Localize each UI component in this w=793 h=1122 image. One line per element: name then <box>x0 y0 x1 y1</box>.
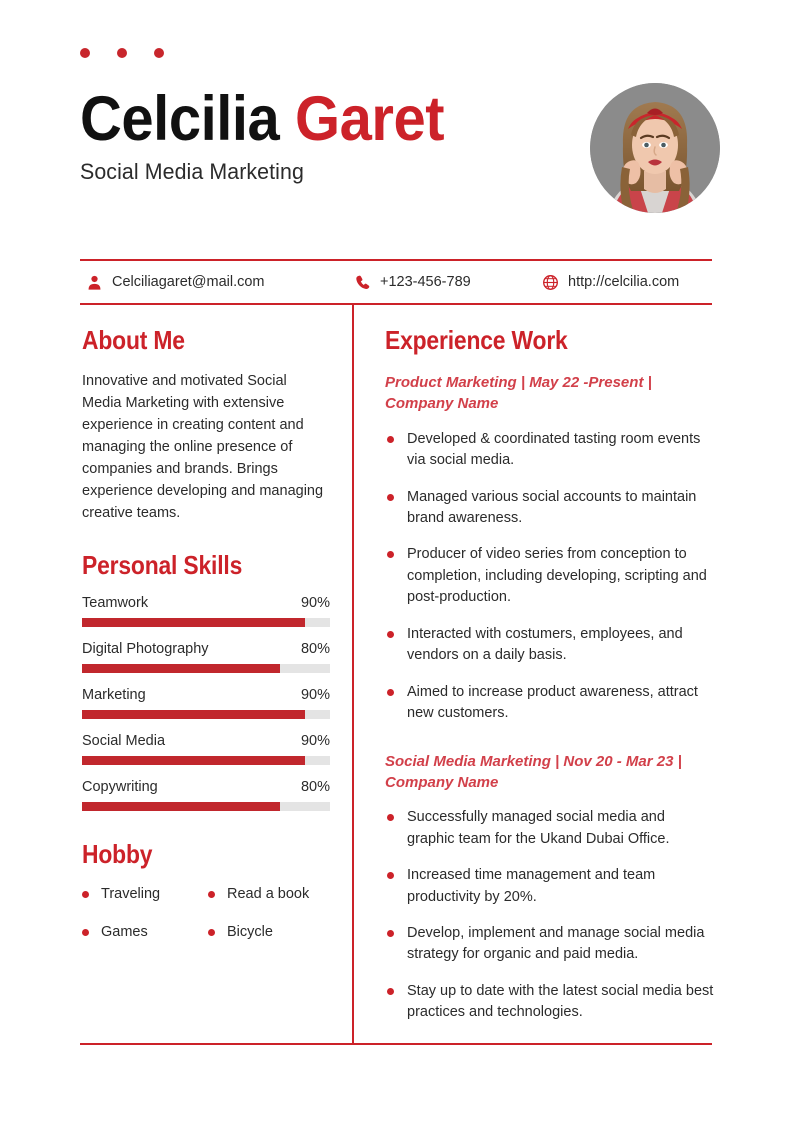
skill-percent: 90% <box>300 733 330 750</box>
hobby-label: Games <box>101 924 148 941</box>
job-bullet-list: Successfully managed social media and gr… <box>385 807 715 1024</box>
hobby-item: Bicycle <box>208 924 330 940</box>
dot-icon <box>117 48 127 58</box>
skill-item: Copywriting 80% <box>82 779 330 812</box>
hobby-label: Traveling <box>101 886 161 903</box>
last-name: Garet <box>294 84 445 154</box>
job-role: Social Media Marketing <box>80 159 304 184</box>
hobby-section: Hobby Traveling Read a book Games Bicycl… <box>82 839 330 940</box>
skill-item: Marketing 90% <box>82 687 330 720</box>
job-bullet: Developed & coordinated tasting room eve… <box>385 429 715 472</box>
skill-track <box>82 710 330 720</box>
contact-website-text: http://celcilia.com <box>568 274 680 290</box>
experience-job: Product Marketing | May 22 -Present | Co… <box>385 372 715 725</box>
about-me-title: About Me <box>82 325 185 355</box>
header: Celcilia Garet Social Media Marketing <box>80 83 720 223</box>
contact-email-text: Celciliagaret@mail.com <box>112 274 265 290</box>
full-name: Celcilia Garet <box>80 88 445 151</box>
job-bullet: Stay up to date with the latest social m… <box>385 981 715 1024</box>
first-name: Celcilia <box>80 84 280 154</box>
skill-label: Digital Photography <box>82 641 209 658</box>
skill-fill <box>82 756 306 766</box>
dot-icon <box>80 48 90 58</box>
contact-website[interactable]: http://celcilia.com <box>542 274 679 291</box>
decorative-dots <box>80 48 164 58</box>
contact-email[interactable]: Celciliagaret@mail.com <box>86 274 354 291</box>
avatar <box>590 83 720 213</box>
personal-skills-section: Personal Skills Teamwork 90% Digital Pho… <box>82 550 330 812</box>
hobby-label: Bicycle <box>227 924 273 941</box>
hobby-item: Traveling <box>82 886 208 902</box>
job-bullet: Increased time management and team produ… <box>385 865 715 908</box>
skill-track <box>82 664 330 674</box>
experience-work-title: Experience Work <box>385 325 568 355</box>
bullet-dot-icon <box>208 928 215 936</box>
personal-skills-title: Personal Skills <box>82 550 243 581</box>
skill-label: Social Media <box>82 733 166 750</box>
job-bullet: Aimed to increase product awareness, att… <box>385 682 715 725</box>
contact-phone[interactable]: +123-456-789 <box>354 274 542 291</box>
skill-label: Teamwork <box>82 595 149 612</box>
skill-track <box>82 802 330 812</box>
job-bullet: Successfully managed social media and gr… <box>385 807 715 850</box>
bullet-dot-icon <box>208 890 215 898</box>
skill-item: Digital Photography 80% <box>82 641 330 674</box>
skill-percent: 90% <box>300 687 330 704</box>
job-bullet: Develop, implement and manage social med… <box>385 923 715 966</box>
skill-track <box>82 618 330 628</box>
about-me-text: Innovative and motivated Social Media Ma… <box>82 373 324 522</box>
hobby-label: Read a book <box>227 886 310 903</box>
job-bullet: Producer of video series from conception… <box>385 544 715 608</box>
job-bullet: Managed various social accounts to maint… <box>385 487 715 530</box>
skill-fill <box>82 664 281 674</box>
skill-percent: 90% <box>300 595 330 612</box>
skill-percent: 80% <box>300 779 330 796</box>
dot-icon <box>154 48 164 58</box>
contact-phone-text: +123-456-789 <box>380 274 471 290</box>
job-bullet-list: Developed & coordinated tasting room eve… <box>385 429 715 725</box>
skill-percent: 80% <box>300 641 330 658</box>
job-heading: Product Marketing | May 22 -Present | Co… <box>385 374 652 413</box>
person-icon <box>88 275 101 290</box>
skill-item: Teamwork 90% <box>82 595 330 628</box>
right-column: Experience Work Product Marketing | May … <box>385 325 715 1024</box>
skill-fill <box>82 710 306 720</box>
hobby-item: Read a book <box>208 886 330 902</box>
bullet-dot-icon <box>82 890 89 898</box>
job-bullet: Interacted with costumers, employees, an… <box>385 624 715 667</box>
job-heading: Social Media Marketing | Nov 20 - Mar 23… <box>385 752 682 791</box>
portrait-photo-icon <box>590 83 720 213</box>
bullet-dot-icon <box>82 928 89 936</box>
left-column: About Me Innovative and motivated Social… <box>82 325 330 940</box>
hobby-list: Traveling Read a book Games Bicycle <box>82 886 330 940</box>
phone-icon <box>356 275 370 289</box>
hobby-title: Hobby <box>82 839 153 870</box>
experience-job: Social Media Marketing | Nov 20 - Mar 23… <box>385 751 715 1024</box>
skill-track <box>82 756 330 766</box>
globe-icon <box>543 274 558 290</box>
skill-label: Marketing <box>82 687 146 704</box>
skill-fill <box>82 802 281 812</box>
hobby-item: Games <box>82 924 208 940</box>
skill-label: Copywriting <box>82 779 158 796</box>
contact-bar: Celciliagaret@mail.com +123-456-789 http… <box>80 259 712 305</box>
name-block: Celcilia Garet Social Media Marketing <box>80 88 476 185</box>
skill-fill <box>82 618 306 628</box>
skill-item: Social Media 90% <box>82 733 330 766</box>
column-divider <box>352 303 354 1045</box>
bottom-rule <box>80 1043 712 1045</box>
